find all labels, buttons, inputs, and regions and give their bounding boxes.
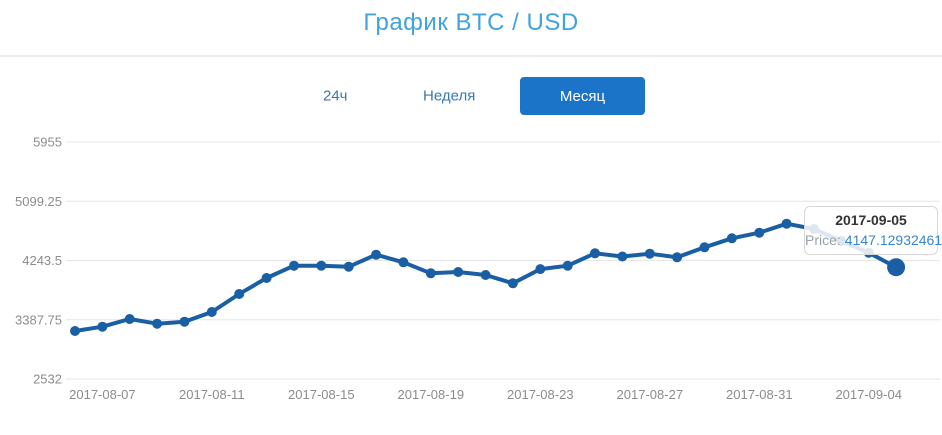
chart-tooltip: 2017-09-05 Price: 4147.12932461	[804, 206, 942, 255]
data-point[interactable]	[261, 273, 272, 283]
x-axis-tick-label: 2017-08-11	[179, 387, 245, 402]
y-axis-tick-label: 5099.25	[15, 194, 62, 209]
tooltip-date: 2017-09-05	[835, 212, 907, 228]
x-axis-tick-label: 2017-08-23	[507, 387, 574, 402]
x-axis-tick-label: 2017-09-04	[835, 387, 902, 402]
data-point[interactable]	[371, 249, 382, 260]
data-point[interactable]	[152, 318, 163, 329]
data-point[interactable]	[289, 260, 299, 271]
data-point[interactable]	[425, 268, 436, 279]
tooltip-price: Price: 4147.12932461	[805, 231, 942, 249]
tab-week[interactable]: Неделя	[423, 87, 476, 105]
data-point[interactable]	[480, 270, 491, 280]
tooltip-price-value: 4147.12932461	[844, 232, 942, 248]
data-point[interactable]	[97, 321, 108, 332]
data-point[interactable]	[316, 260, 327, 271]
x-axis-tick-label: 2017-08-27	[617, 387, 684, 402]
data-point[interactable]	[754, 227, 765, 238]
btc-usd-line-chart: 2532 3387.75 4243.5 5099.25 5955 2017-08-07 20…	[0, 130, 942, 415]
y-axis-tick-label: 2532	[33, 372, 62, 387]
period-tabs: 24ч Неделя Месяц	[0, 77, 942, 115]
data-point[interactable]	[726, 233, 737, 244]
chart-canvas: 2532 3387.75 4243.5 5099.25 5955 2017-08-07 20…	[15, 135, 940, 402]
tooltip-price-label: Price:	[805, 232, 841, 248]
data-point[interactable]	[124, 314, 135, 324]
data-point[interactable]	[644, 248, 655, 259]
page-title: График BTC / USD	[363, 9, 579, 36]
data-point[interactable]	[507, 278, 518, 289]
data-point[interactable]	[562, 260, 573, 271]
data-point[interactable]	[453, 267, 464, 277]
tab-24h[interactable]: 24ч	[323, 87, 348, 105]
data-point[interactable]	[234, 289, 245, 299]
y-axis-tick-label: 5955	[33, 135, 62, 150]
highlighted-data-point[interactable]	[887, 258, 906, 277]
data-point[interactable]	[617, 251, 628, 262]
data-point[interactable]	[343, 261, 354, 272]
y-axis-tick-label: 3387.75	[15, 312, 62, 327]
x-axis-tick-label: 2017-08-15	[288, 387, 355, 402]
data-point[interactable]	[699, 242, 710, 253]
header-divider	[0, 55, 942, 57]
x-axis-tick-label: 2017-08-07	[69, 387, 136, 402]
data-point[interactable]	[70, 326, 80, 336]
y-axis-tick-label: 4243.5	[22, 253, 62, 268]
data-point[interactable]	[179, 316, 190, 327]
data-point[interactable]	[535, 264, 546, 275]
tab-month[interactable]: Месяц	[520, 77, 645, 115]
x-axis-tick-label: 2017-08-31	[726, 387, 793, 402]
data-point[interactable]	[206, 307, 217, 317]
data-point[interactable]	[398, 257, 409, 268]
data-point[interactable]	[590, 248, 600, 259]
x-axis-tick-label: 2017-08-19	[398, 387, 465, 402]
data-point[interactable]	[781, 218, 792, 229]
data-point[interactable]	[672, 252, 683, 263]
